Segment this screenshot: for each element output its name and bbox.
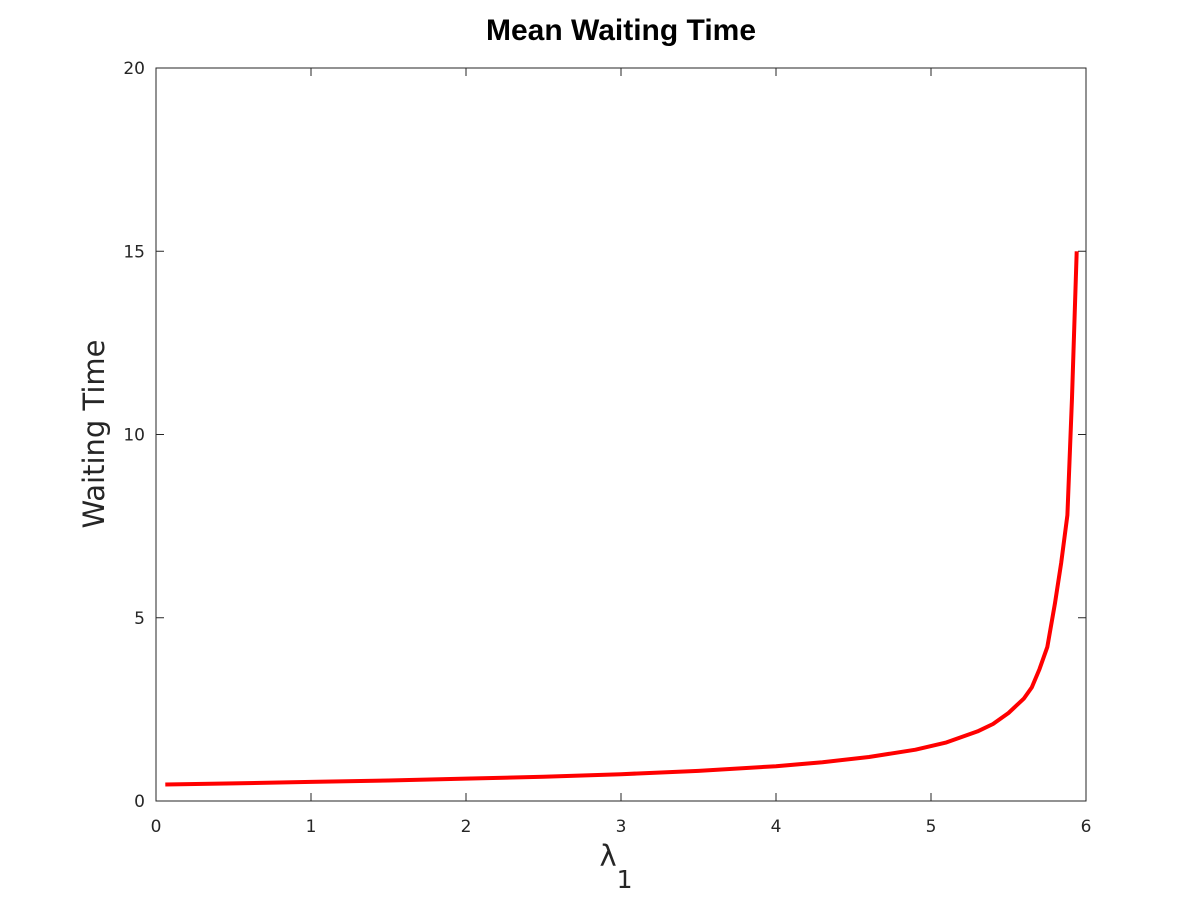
y-tick-label: 15 [123,242,145,262]
series-line [165,251,1079,787]
x-tick-label: 0 [151,817,162,837]
x-axis-label-subscript: 1 [617,865,633,894]
x-axis-ticks: 0 1 2 3 4 5 6 [151,68,1092,837]
plot-area [155,67,1087,802]
y-tick-label: 20 [123,59,145,79]
x-tick-label: 4 [771,817,782,837]
y-tick-label: 5 [134,609,145,629]
chart-title: Mean Waiting Time [486,14,756,47]
x-tick-label: 3 [616,817,627,837]
x-tick-label: 2 [461,817,472,837]
x-axis-label: λ1 [599,839,632,894]
y-axis-ticks: 0 5 10 15 20 [123,59,1086,812]
y-tick-label: 0 [134,792,145,812]
series-layer [165,251,1079,787]
x-tick-label: 5 [926,817,937,837]
x-tick-label: 6 [1081,817,1092,837]
y-tick-label: 10 [123,426,145,446]
x-tick-label: 1 [306,817,317,837]
y-axis-label: Waiting Time [77,339,111,528]
x-axis-label-main: λ [599,839,616,873]
